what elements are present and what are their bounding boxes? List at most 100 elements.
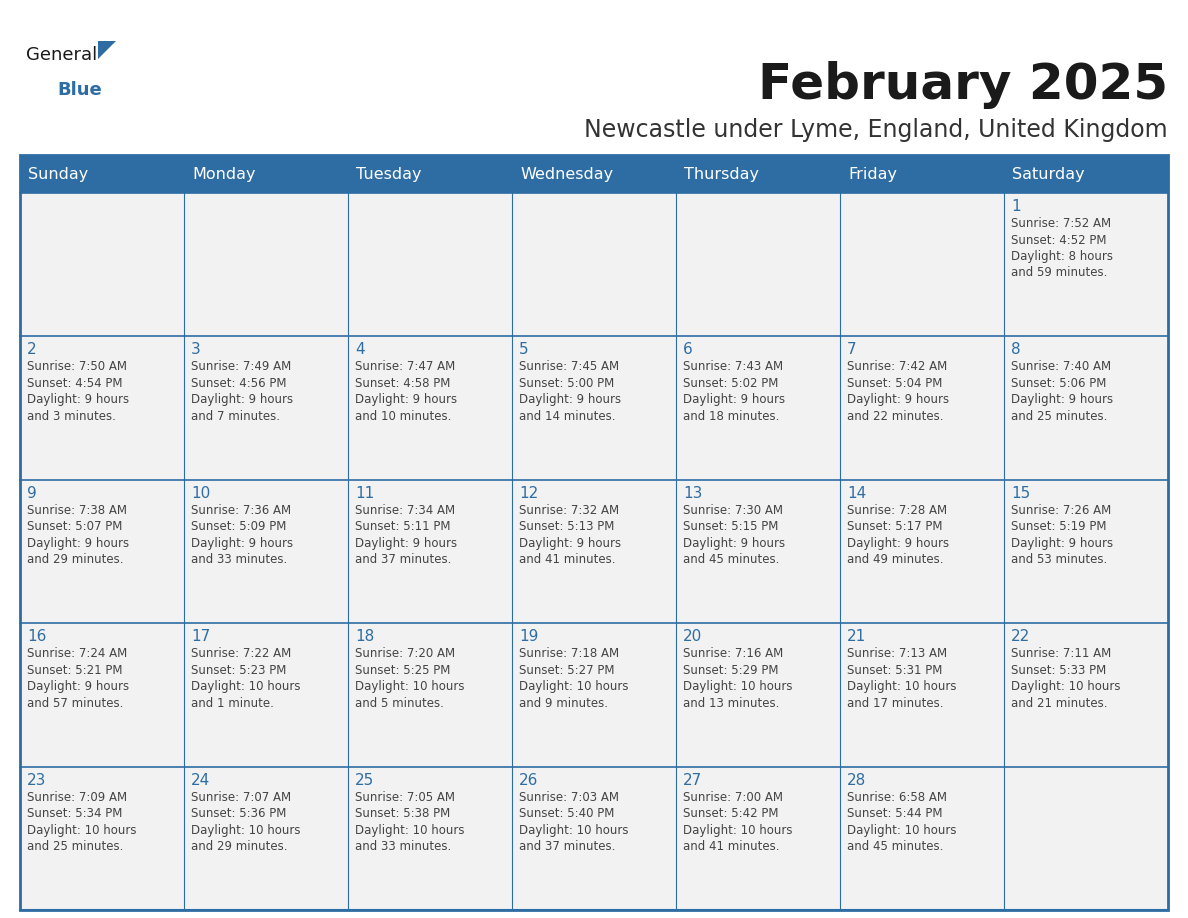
Bar bbox=[512, 336, 676, 480]
Text: 10: 10 bbox=[191, 486, 210, 501]
Text: Sunrise: 7:49 AM
Sunset: 4:56 PM
Daylight: 9 hours
and 7 minutes.: Sunrise: 7:49 AM Sunset: 4:56 PM Dayligh… bbox=[191, 361, 293, 423]
Bar bbox=[840, 767, 1004, 910]
Bar bbox=[20, 767, 184, 910]
Bar bbox=[20, 155, 184, 193]
Text: 19: 19 bbox=[519, 629, 538, 644]
Bar bbox=[676, 193, 840, 336]
Text: 6: 6 bbox=[683, 342, 693, 357]
Text: Sunrise: 7:11 AM
Sunset: 5:33 PM
Daylight: 10 hours
and 21 minutes.: Sunrise: 7:11 AM Sunset: 5:33 PM Dayligh… bbox=[1011, 647, 1120, 710]
Text: 11: 11 bbox=[355, 486, 374, 501]
Text: 23: 23 bbox=[27, 773, 46, 788]
Text: Sunrise: 7:03 AM
Sunset: 5:40 PM
Daylight: 10 hours
and 37 minutes.: Sunrise: 7:03 AM Sunset: 5:40 PM Dayligh… bbox=[519, 790, 628, 853]
Text: 24: 24 bbox=[191, 773, 210, 788]
Text: Sunrise: 7:42 AM
Sunset: 5:04 PM
Daylight: 9 hours
and 22 minutes.: Sunrise: 7:42 AM Sunset: 5:04 PM Dayligh… bbox=[847, 361, 949, 423]
Bar bbox=[348, 480, 512, 623]
Bar bbox=[676, 767, 840, 910]
Text: 18: 18 bbox=[355, 629, 374, 644]
Bar bbox=[676, 480, 840, 623]
Text: Sunrise: 7:52 AM
Sunset: 4:52 PM
Daylight: 8 hours
and 59 minutes.: Sunrise: 7:52 AM Sunset: 4:52 PM Dayligh… bbox=[1011, 217, 1113, 279]
Text: Sunrise: 7:28 AM
Sunset: 5:17 PM
Daylight: 9 hours
and 49 minutes.: Sunrise: 7:28 AM Sunset: 5:17 PM Dayligh… bbox=[847, 504, 949, 566]
Text: 13: 13 bbox=[683, 486, 702, 501]
Text: Sunrise: 7:38 AM
Sunset: 5:07 PM
Daylight: 9 hours
and 29 minutes.: Sunrise: 7:38 AM Sunset: 5:07 PM Dayligh… bbox=[27, 504, 129, 566]
Bar bbox=[184, 767, 348, 910]
Bar bbox=[1004, 767, 1168, 910]
Text: Blue: Blue bbox=[58, 81, 102, 99]
Text: Sunrise: 7:26 AM
Sunset: 5:19 PM
Daylight: 9 hours
and 53 minutes.: Sunrise: 7:26 AM Sunset: 5:19 PM Dayligh… bbox=[1011, 504, 1113, 566]
Text: February 2025: February 2025 bbox=[758, 61, 1168, 109]
Bar bbox=[20, 193, 184, 336]
Text: Sunrise: 7:43 AM
Sunset: 5:02 PM
Daylight: 9 hours
and 18 minutes.: Sunrise: 7:43 AM Sunset: 5:02 PM Dayligh… bbox=[683, 361, 785, 423]
Bar bbox=[348, 767, 512, 910]
Text: 26: 26 bbox=[519, 773, 538, 788]
Bar bbox=[512, 193, 676, 336]
Bar bbox=[348, 336, 512, 480]
Bar bbox=[20, 155, 1168, 910]
Text: Thursday: Thursday bbox=[684, 166, 759, 182]
Text: 16: 16 bbox=[27, 629, 46, 644]
Bar bbox=[1004, 155, 1168, 193]
Text: Sunrise: 7:45 AM
Sunset: 5:00 PM
Daylight: 9 hours
and 14 minutes.: Sunrise: 7:45 AM Sunset: 5:00 PM Dayligh… bbox=[519, 361, 621, 423]
Text: 25: 25 bbox=[355, 773, 374, 788]
Text: Sunrise: 7:22 AM
Sunset: 5:23 PM
Daylight: 10 hours
and 1 minute.: Sunrise: 7:22 AM Sunset: 5:23 PM Dayligh… bbox=[191, 647, 301, 710]
Bar bbox=[840, 480, 1004, 623]
Text: Sunrise: 7:32 AM
Sunset: 5:13 PM
Daylight: 9 hours
and 41 minutes.: Sunrise: 7:32 AM Sunset: 5:13 PM Dayligh… bbox=[519, 504, 621, 566]
Text: Monday: Monday bbox=[192, 166, 255, 182]
Text: Newcastle under Lyme, England, United Kingdom: Newcastle under Lyme, England, United Ki… bbox=[584, 118, 1168, 142]
Text: Sunrise: 7:40 AM
Sunset: 5:06 PM
Daylight: 9 hours
and 25 minutes.: Sunrise: 7:40 AM Sunset: 5:06 PM Dayligh… bbox=[1011, 361, 1113, 423]
Text: 14: 14 bbox=[847, 486, 866, 501]
Bar bbox=[512, 623, 676, 767]
Bar bbox=[184, 193, 348, 336]
Text: Sunrise: 7:13 AM
Sunset: 5:31 PM
Daylight: 10 hours
and 17 minutes.: Sunrise: 7:13 AM Sunset: 5:31 PM Dayligh… bbox=[847, 647, 956, 710]
Text: Sunrise: 6:58 AM
Sunset: 5:44 PM
Daylight: 10 hours
and 45 minutes.: Sunrise: 6:58 AM Sunset: 5:44 PM Dayligh… bbox=[847, 790, 956, 853]
Text: General: General bbox=[26, 46, 97, 64]
Text: Sunrise: 7:00 AM
Sunset: 5:42 PM
Daylight: 10 hours
and 41 minutes.: Sunrise: 7:00 AM Sunset: 5:42 PM Dayligh… bbox=[683, 790, 792, 853]
Text: 22: 22 bbox=[1011, 629, 1030, 644]
Bar bbox=[348, 155, 512, 193]
Bar bbox=[1004, 336, 1168, 480]
Text: Friday: Friday bbox=[848, 166, 897, 182]
Bar bbox=[512, 155, 676, 193]
Text: 15: 15 bbox=[1011, 486, 1030, 501]
Text: Sunrise: 7:50 AM
Sunset: 4:54 PM
Daylight: 9 hours
and 3 minutes.: Sunrise: 7:50 AM Sunset: 4:54 PM Dayligh… bbox=[27, 361, 129, 423]
Text: 27: 27 bbox=[683, 773, 702, 788]
Text: Tuesday: Tuesday bbox=[356, 166, 422, 182]
Text: Sunrise: 7:05 AM
Sunset: 5:38 PM
Daylight: 10 hours
and 33 minutes.: Sunrise: 7:05 AM Sunset: 5:38 PM Dayligh… bbox=[355, 790, 465, 853]
Text: Sunrise: 7:09 AM
Sunset: 5:34 PM
Daylight: 10 hours
and 25 minutes.: Sunrise: 7:09 AM Sunset: 5:34 PM Dayligh… bbox=[27, 790, 137, 853]
Text: 4: 4 bbox=[355, 342, 365, 357]
Bar bbox=[1004, 623, 1168, 767]
Text: Sunrise: 7:18 AM
Sunset: 5:27 PM
Daylight: 10 hours
and 9 minutes.: Sunrise: 7:18 AM Sunset: 5:27 PM Dayligh… bbox=[519, 647, 628, 710]
Text: 28: 28 bbox=[847, 773, 866, 788]
Text: 12: 12 bbox=[519, 486, 538, 501]
Bar bbox=[512, 767, 676, 910]
Bar bbox=[1004, 193, 1168, 336]
Bar bbox=[184, 480, 348, 623]
Bar bbox=[676, 155, 840, 193]
Text: Wednesday: Wednesday bbox=[520, 166, 613, 182]
Bar bbox=[20, 623, 184, 767]
Text: Sunday: Sunday bbox=[29, 166, 88, 182]
Text: 2: 2 bbox=[27, 342, 37, 357]
Text: 8: 8 bbox=[1011, 342, 1020, 357]
Text: Sunrise: 7:16 AM
Sunset: 5:29 PM
Daylight: 10 hours
and 13 minutes.: Sunrise: 7:16 AM Sunset: 5:29 PM Dayligh… bbox=[683, 647, 792, 710]
Text: 7: 7 bbox=[847, 342, 857, 357]
Text: 17: 17 bbox=[191, 629, 210, 644]
Text: Sunrise: 7:36 AM
Sunset: 5:09 PM
Daylight: 9 hours
and 33 minutes.: Sunrise: 7:36 AM Sunset: 5:09 PM Dayligh… bbox=[191, 504, 293, 566]
Text: Saturday: Saturday bbox=[1012, 166, 1085, 182]
Bar bbox=[676, 623, 840, 767]
Bar bbox=[676, 336, 840, 480]
Polygon shape bbox=[97, 41, 116, 59]
Bar bbox=[20, 336, 184, 480]
Text: 21: 21 bbox=[847, 629, 866, 644]
Bar bbox=[840, 155, 1004, 193]
Bar bbox=[184, 336, 348, 480]
Bar bbox=[20, 480, 184, 623]
Bar bbox=[840, 623, 1004, 767]
Bar bbox=[184, 623, 348, 767]
Bar bbox=[512, 480, 676, 623]
Bar bbox=[1004, 480, 1168, 623]
Text: Sunrise: 7:47 AM
Sunset: 4:58 PM
Daylight: 9 hours
and 10 minutes.: Sunrise: 7:47 AM Sunset: 4:58 PM Dayligh… bbox=[355, 361, 457, 423]
Text: 3: 3 bbox=[191, 342, 201, 357]
Text: 1: 1 bbox=[1011, 199, 1020, 214]
Bar bbox=[840, 336, 1004, 480]
Bar bbox=[840, 193, 1004, 336]
